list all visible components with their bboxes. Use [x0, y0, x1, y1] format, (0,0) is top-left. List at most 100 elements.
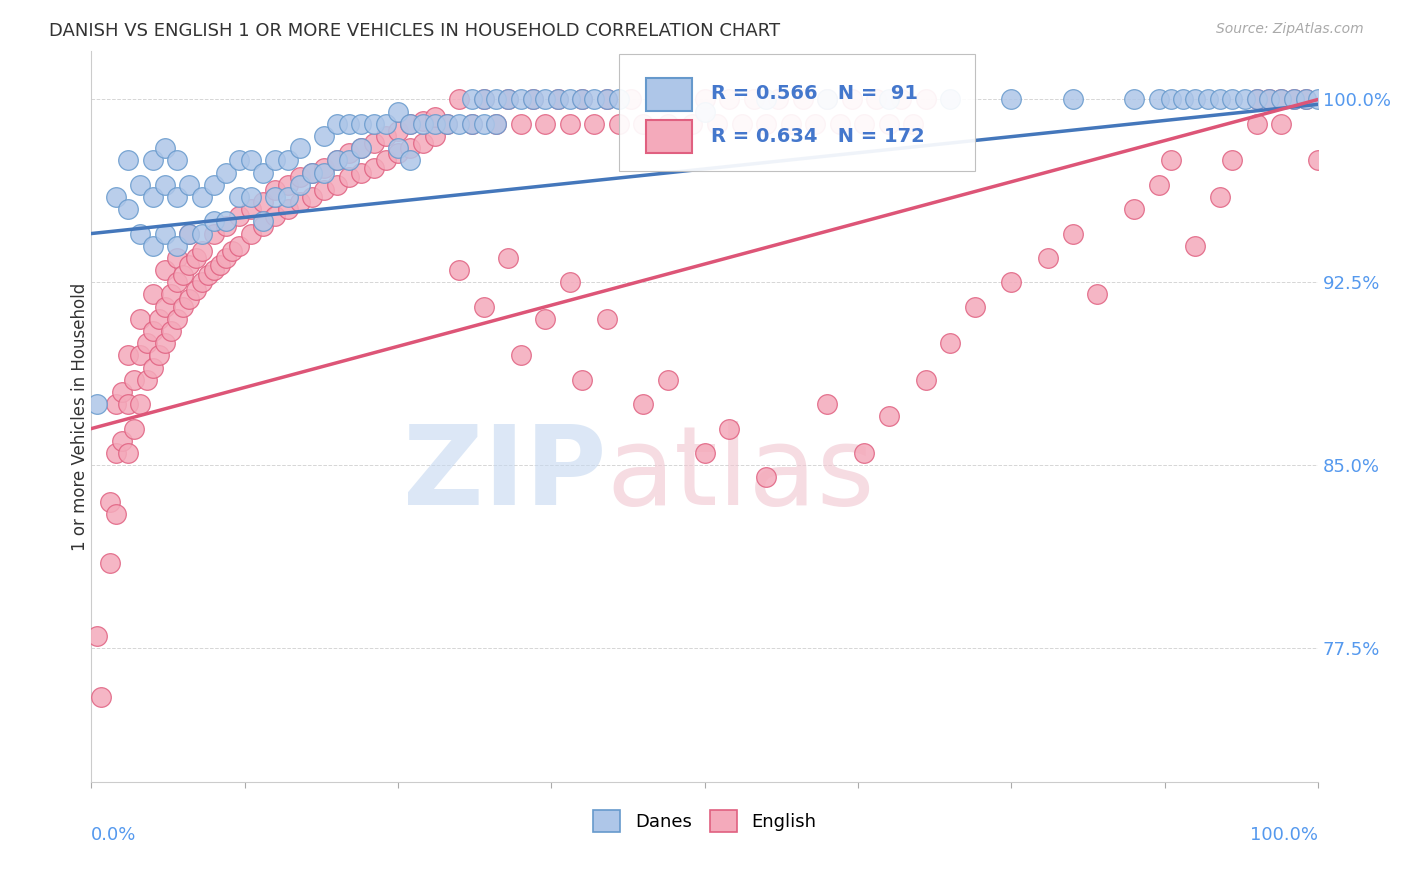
- Point: [412, 114, 434, 128]
- Point: [179, 227, 201, 241]
- Point: [117, 202, 139, 216]
- Point: [1147, 178, 1170, 192]
- Point: [184, 251, 207, 265]
- Point: [314, 128, 336, 143]
- Point: [148, 311, 170, 326]
- Point: [1160, 153, 1182, 168]
- Point: [1209, 92, 1232, 106]
- Point: [657, 373, 679, 387]
- Text: R = 0.634   N = 172: R = 0.634 N = 172: [711, 127, 925, 145]
- Point: [215, 251, 238, 265]
- Point: [264, 183, 287, 197]
- Point: [815, 397, 838, 411]
- Point: [730, 117, 752, 131]
- Point: [264, 190, 287, 204]
- Point: [706, 117, 728, 131]
- Point: [1282, 92, 1305, 106]
- Point: [509, 117, 531, 131]
- Point: [166, 190, 188, 204]
- Point: [412, 136, 434, 151]
- Point: [583, 117, 606, 131]
- Point: [129, 227, 152, 241]
- Point: [90, 690, 112, 704]
- Point: [179, 178, 201, 192]
- Point: [252, 214, 274, 228]
- Point: [215, 214, 238, 228]
- Point: [1184, 92, 1206, 106]
- Point: [890, 92, 912, 106]
- Point: [239, 153, 262, 168]
- Point: [135, 336, 157, 351]
- Point: [350, 141, 373, 155]
- Point: [160, 324, 183, 338]
- Point: [153, 336, 176, 351]
- Point: [325, 178, 347, 192]
- Point: [142, 238, 165, 252]
- Point: [191, 227, 214, 241]
- Point: [865, 92, 887, 106]
- Point: [436, 117, 458, 131]
- Point: [571, 373, 593, 387]
- Point: [124, 421, 146, 435]
- Point: [179, 227, 201, 241]
- Point: [485, 117, 508, 131]
- Point: [509, 348, 531, 362]
- Point: [547, 92, 569, 106]
- Point: [239, 202, 262, 216]
- Point: [104, 397, 127, 411]
- Point: [693, 92, 716, 106]
- Point: [509, 92, 531, 106]
- Point: [142, 360, 165, 375]
- Point: [191, 190, 214, 204]
- Point: [104, 446, 127, 460]
- Point: [129, 348, 152, 362]
- Point: [288, 170, 311, 185]
- Point: [779, 117, 801, 131]
- Point: [633, 397, 655, 411]
- Point: [337, 170, 360, 185]
- Point: [1308, 92, 1330, 106]
- Point: [228, 153, 250, 168]
- Point: [111, 434, 134, 448]
- Point: [485, 117, 508, 131]
- Point: [1173, 92, 1195, 106]
- Point: [498, 251, 520, 265]
- Point: [252, 165, 274, 179]
- Point: [522, 92, 544, 106]
- Point: [682, 117, 704, 131]
- Point: [1085, 287, 1108, 301]
- Point: [363, 136, 385, 151]
- Point: [472, 92, 495, 106]
- Point: [669, 92, 692, 106]
- Point: [939, 336, 962, 351]
- Point: [1197, 92, 1219, 106]
- Point: [104, 507, 127, 521]
- Text: 100.0%: 100.0%: [1250, 826, 1319, 844]
- Point: [1209, 190, 1232, 204]
- Point: [583, 92, 606, 106]
- Point: [264, 153, 287, 168]
- Point: [423, 110, 446, 124]
- Point: [792, 92, 814, 106]
- Point: [1270, 117, 1292, 131]
- Point: [239, 190, 262, 204]
- Point: [718, 421, 741, 435]
- FancyBboxPatch shape: [645, 78, 693, 111]
- Point: [374, 153, 396, 168]
- Point: [399, 141, 422, 155]
- Point: [117, 153, 139, 168]
- Text: 0.0%: 0.0%: [91, 826, 136, 844]
- Point: [460, 117, 482, 131]
- Point: [153, 178, 176, 192]
- Point: [815, 92, 838, 106]
- Point: [325, 153, 347, 168]
- Point: [595, 92, 617, 106]
- Point: [558, 92, 581, 106]
- Point: [350, 117, 373, 131]
- Point: [1147, 92, 1170, 106]
- Point: [1282, 92, 1305, 106]
- Point: [607, 117, 630, 131]
- Point: [166, 311, 188, 326]
- Point: [853, 117, 876, 131]
- Point: [387, 146, 409, 161]
